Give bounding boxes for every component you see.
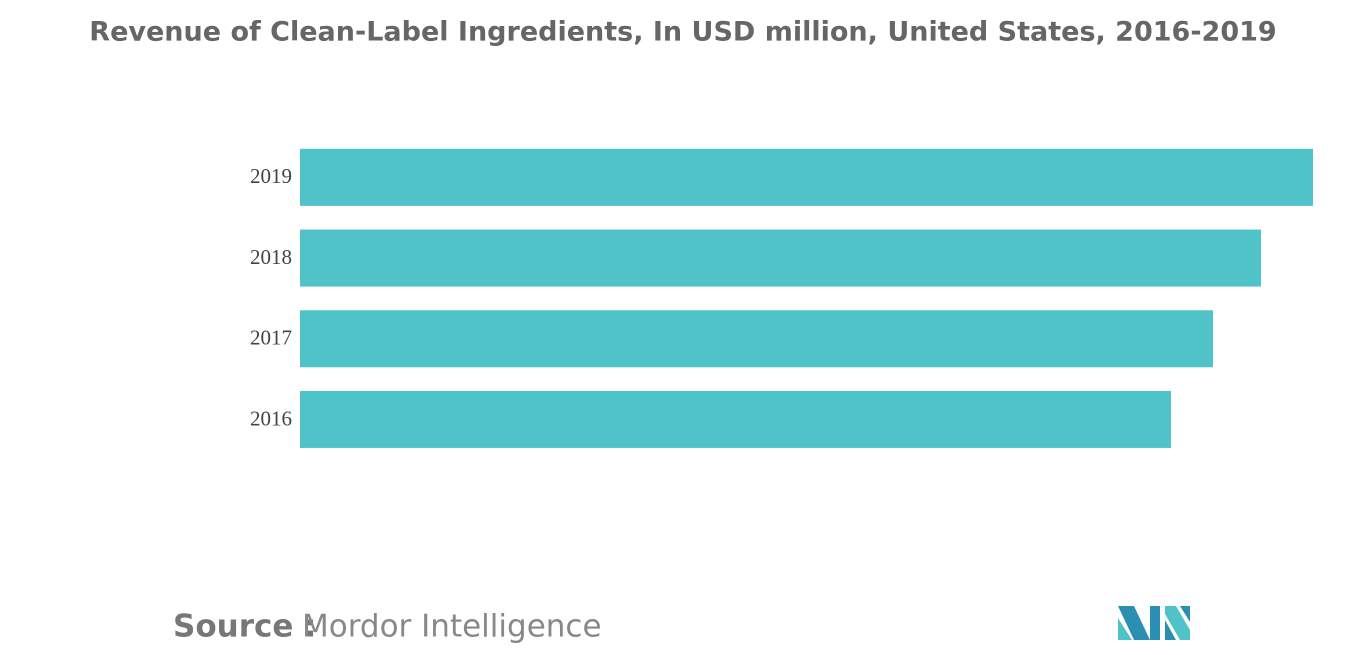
y-tick-label: 2017	[250, 326, 292, 350]
y-tick-label: 2016	[250, 406, 292, 430]
y-tick-label: 2019	[250, 164, 292, 188]
bar	[300, 229, 1261, 287]
logo	[1118, 606, 1190, 640]
bar	[300, 148, 1313, 206]
chart-title: Revenue of Clean-Label Ingredients, In U…	[89, 17, 1276, 48]
y-tick-label: 2018	[250, 245, 292, 269]
bar	[300, 310, 1213, 368]
bar	[300, 390, 1171, 448]
source: Mordor Intelligence	[302, 609, 602, 645]
source-label: Source :	[173, 609, 317, 645]
